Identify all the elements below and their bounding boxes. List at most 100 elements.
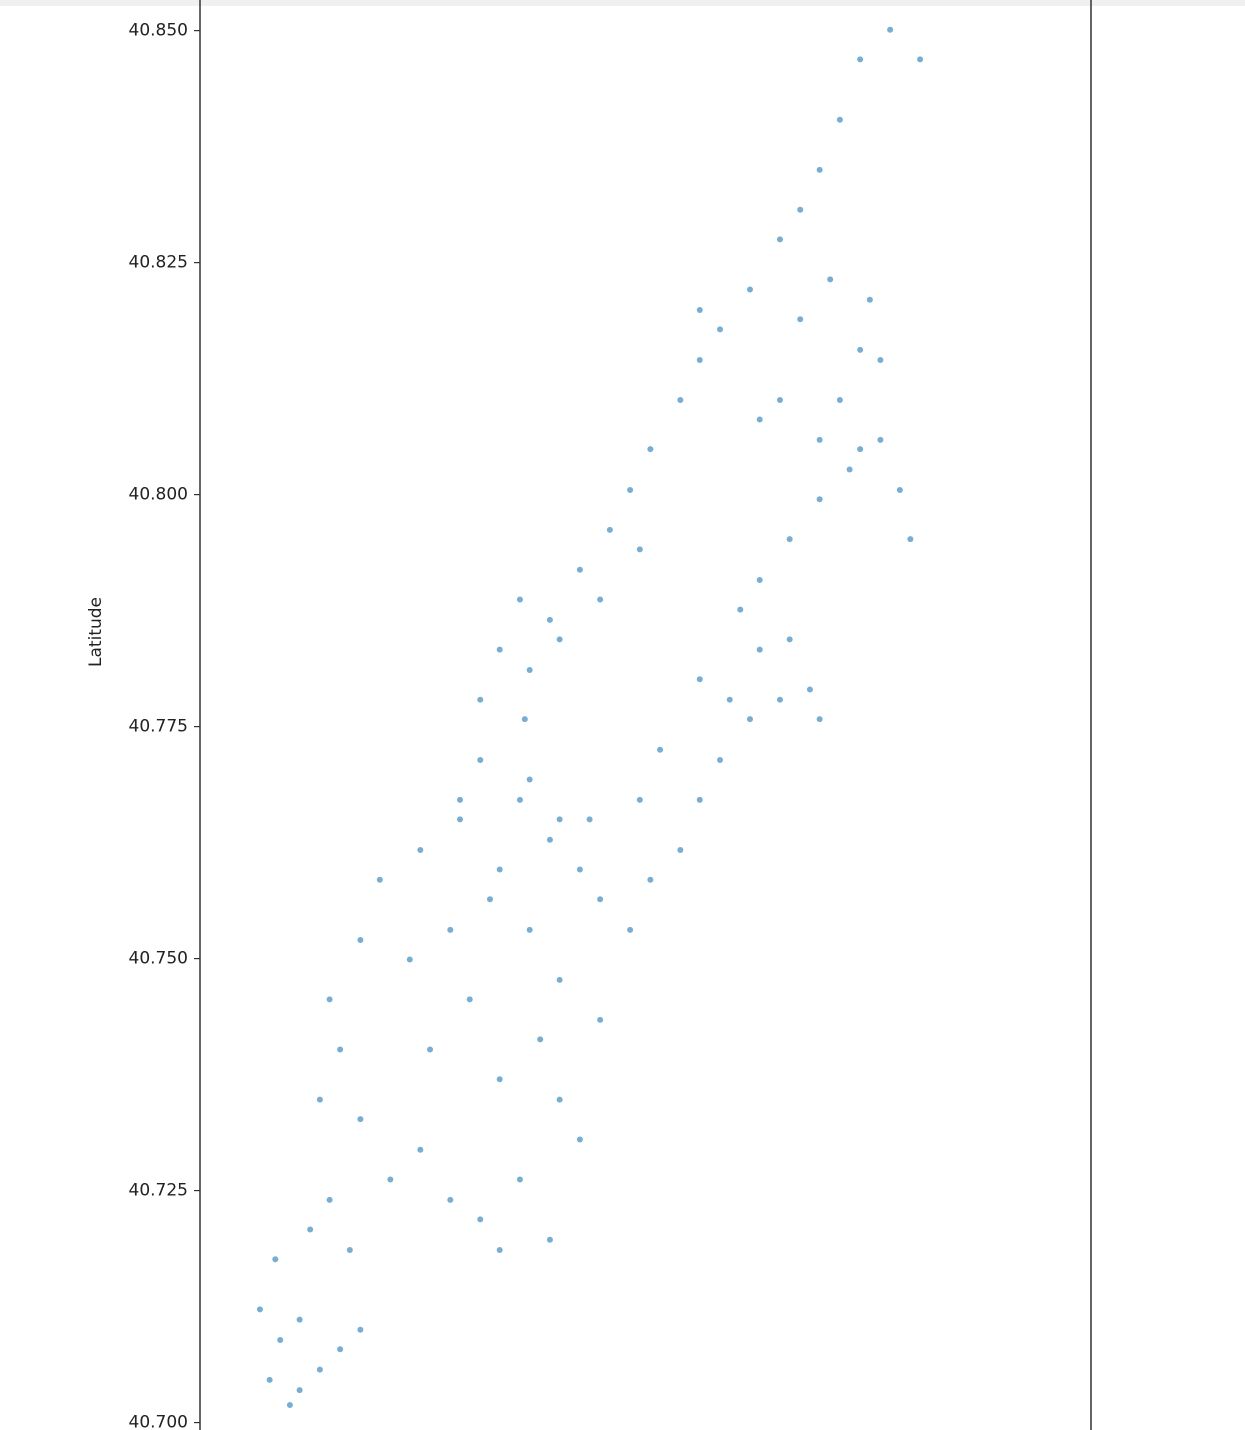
point	[606, 526, 613, 533]
point	[866, 296, 873, 303]
point	[836, 116, 843, 123]
point	[586, 816, 593, 823]
point	[556, 636, 563, 643]
point	[717, 757, 724, 764]
point	[756, 576, 763, 583]
point	[556, 1096, 563, 1103]
point	[877, 436, 884, 443]
point	[326, 1196, 333, 1203]
point	[696, 357, 703, 364]
y-tick-label: 40.750	[129, 949, 188, 969]
point	[597, 896, 604, 903]
point	[576, 566, 583, 573]
point	[627, 926, 634, 933]
point	[836, 396, 843, 403]
point	[746, 716, 753, 723]
point	[647, 876, 654, 883]
point	[316, 1366, 323, 1373]
point	[597, 596, 604, 603]
point	[857, 56, 864, 63]
point	[537, 1036, 544, 1043]
point	[846, 466, 853, 473]
point	[546, 616, 553, 623]
point	[756, 416, 763, 423]
point	[516, 1176, 523, 1183]
point	[256, 1306, 263, 1313]
point	[406, 956, 413, 963]
point	[387, 1176, 394, 1183]
point	[917, 56, 924, 63]
point	[516, 796, 523, 803]
point	[326, 996, 333, 1003]
point	[797, 206, 804, 213]
point	[576, 1136, 583, 1143]
point	[907, 536, 914, 543]
point	[746, 286, 753, 293]
y-tick-label: 40.825	[129, 253, 188, 273]
point	[357, 937, 364, 944]
point	[516, 596, 523, 603]
point	[737, 606, 744, 613]
point	[806, 686, 813, 693]
y-tick-label: 40.850	[129, 21, 188, 41]
point	[597, 1016, 604, 1023]
point	[296, 1387, 303, 1394]
point	[427, 1046, 434, 1053]
y-tick-label: 40.700	[129, 1413, 188, 1430]
point	[486, 896, 493, 903]
point	[627, 486, 634, 493]
point	[657, 746, 664, 753]
point	[346, 1246, 353, 1253]
point	[816, 716, 823, 723]
point	[776, 396, 783, 403]
point	[496, 866, 503, 873]
point	[556, 976, 563, 983]
point	[526, 776, 533, 783]
point	[696, 796, 703, 803]
point	[556, 816, 563, 823]
point	[857, 446, 864, 453]
point	[647, 446, 654, 453]
point	[816, 166, 823, 173]
point	[877, 357, 884, 364]
y-tick-label: 40.800	[129, 485, 188, 505]
point	[277, 1336, 284, 1343]
point	[636, 546, 643, 553]
point	[696, 306, 703, 313]
point	[477, 757, 484, 764]
point	[457, 816, 464, 823]
point	[357, 1326, 364, 1333]
top-shade	[0, 0, 1245, 6]
point	[307, 1226, 314, 1233]
point	[521, 716, 528, 723]
point	[296, 1316, 303, 1323]
point	[447, 926, 454, 933]
point	[677, 396, 684, 403]
point	[776, 236, 783, 243]
point	[477, 1216, 484, 1223]
point	[496, 1076, 503, 1083]
point	[272, 1256, 279, 1263]
point	[496, 1246, 503, 1253]
point	[337, 1046, 344, 1053]
point	[576, 866, 583, 873]
point	[726, 696, 733, 703]
point	[797, 316, 804, 323]
point	[546, 1236, 553, 1243]
point	[466, 996, 473, 1003]
point	[477, 696, 484, 703]
point	[417, 847, 424, 854]
point	[337, 1346, 344, 1353]
point	[496, 646, 503, 653]
point	[827, 276, 834, 283]
point	[887, 26, 894, 33]
point	[417, 1146, 424, 1153]
point	[266, 1376, 273, 1383]
point	[786, 636, 793, 643]
y-tick-label: 40.775	[129, 717, 188, 737]
point	[357, 1116, 364, 1123]
point	[816, 496, 823, 503]
y-tick-label: 40.725	[129, 1181, 188, 1201]
